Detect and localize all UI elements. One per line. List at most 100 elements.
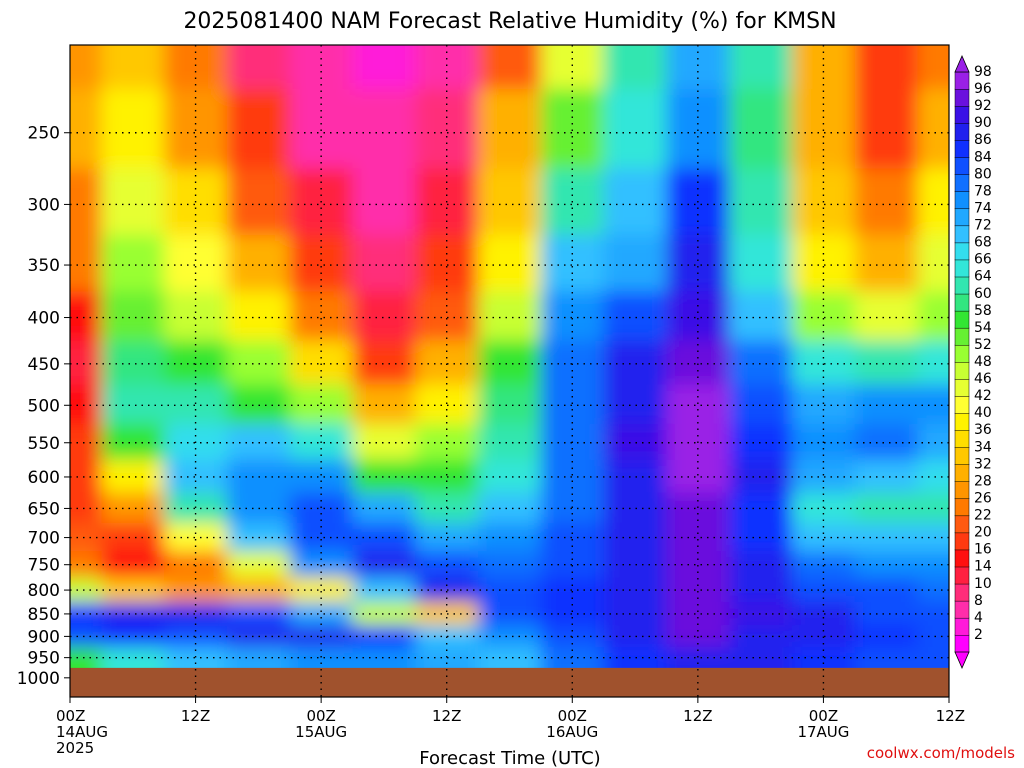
colorbar-label: 84 [974,149,992,165]
humidity-cell [917,340,949,386]
chart-title: 2025081400 NAM Forecast Relative Humidit… [183,9,836,34]
humidity-cell [603,492,667,524]
humidity-cell [101,88,165,170]
humidity-cell [729,492,793,524]
humidity-cell [101,234,165,292]
humidity-cell [478,168,542,236]
humidity-cell [729,601,793,626]
x-tick-label-date: 14AUG [56,723,108,741]
colorbar-swatch [954,344,970,363]
colorbar-swatch [954,88,970,107]
y-tick-label: 950 [28,649,60,669]
humidity-cell [226,45,291,90]
humidity-cell [164,384,228,425]
humidity-cell [352,459,416,494]
humidity-cell [352,625,416,648]
humidity-cell [729,384,793,425]
humidity-cell [352,551,416,578]
humidity-cell [729,291,793,342]
y-tick-label: 800 [28,581,60,601]
x-tick-label-time: 00Z [306,707,335,725]
humidity-cell [854,291,919,342]
humidity-cell [478,601,542,626]
humidity-cell [415,492,479,524]
grid-lines [70,45,949,697]
humidity-cell [70,234,102,292]
humidity-cell [917,234,949,292]
colorbar-label: 80 [974,166,992,182]
humidity-cell [917,291,949,342]
humidity-cell [603,459,667,494]
humidity-cell [792,625,856,648]
humidity-cell [164,625,228,648]
colorbar-label: 90 [974,115,992,131]
humidity-cell [666,625,730,648]
colorbar-label: 2 [974,627,983,643]
colorbar: 9896929086848078747268666460585452484642… [954,55,992,669]
humidity-cell [352,234,416,292]
humidity-cell [226,234,291,292]
credit-text: coolwx.com/models [867,744,1015,762]
humidity-cell [666,88,730,170]
humidity-cell [917,625,949,648]
humidity-cell [478,577,542,603]
humidity-cell [729,459,793,494]
colorbar-label: 92 [974,98,992,114]
humidity-cell [101,577,165,603]
humidity-cell [289,492,354,524]
humidity-cell [729,88,793,170]
humidity-cell [289,88,354,170]
humidity-cell [352,601,416,626]
colorbar-label: 66 [974,252,992,268]
humidity-cell [101,384,165,425]
colorbar-label: 22 [974,508,992,524]
humidity-cell [289,340,354,386]
humidity-cell [70,88,102,170]
humidity-cell [164,234,228,292]
colorbar-label: 72 [974,218,992,234]
humidity-cell [226,340,291,386]
colorbar-label: 10 [974,576,992,592]
x-tick-label-time: 00Z [809,707,838,725]
humidity-cell [854,625,919,648]
humidity-cell [289,625,354,648]
humidity-cell [70,291,102,342]
humidity-cell [478,551,542,578]
humidity-cell [854,492,919,524]
colorbar-label: 52 [974,337,992,353]
y-tick-label: 550 [28,434,60,454]
colorbar-swatch [954,549,970,568]
humidity-cell [540,625,605,648]
humidity-cell [352,424,416,461]
colorbar-swatch [954,412,970,431]
humidity-cell [854,459,919,494]
humidity-cell [101,551,165,578]
humidity-cell [101,601,165,626]
colorbar-label: 32 [974,456,992,472]
humidity-cell [540,234,605,292]
colorbar-swatch [954,139,970,158]
humidity-cell [164,601,228,626]
humidity-cell [101,424,165,461]
humidity-cell [70,625,102,648]
x-axis-label: Forecast Time (UTC) [419,748,600,768]
humidity-cell [226,291,291,342]
humidity-cell [478,424,542,461]
humidity-cell [352,45,416,90]
x-tick-label-year: 2025 [56,739,94,757]
colorbar-swatch [954,378,970,397]
humidity-cell [854,577,919,603]
humidity-cell [289,601,354,626]
humidity-cell [666,384,730,425]
colorbar-swatch [954,157,970,175]
humidity-cell [70,45,102,90]
colorbar-swatch [954,293,970,312]
humidity-cell [603,45,667,90]
colorbar-swatch [954,71,970,90]
humidity-cell [101,45,165,90]
colorbar-label: 16 [974,542,992,558]
colorbar-label: 42 [974,388,992,404]
humidity-cell [603,384,667,425]
